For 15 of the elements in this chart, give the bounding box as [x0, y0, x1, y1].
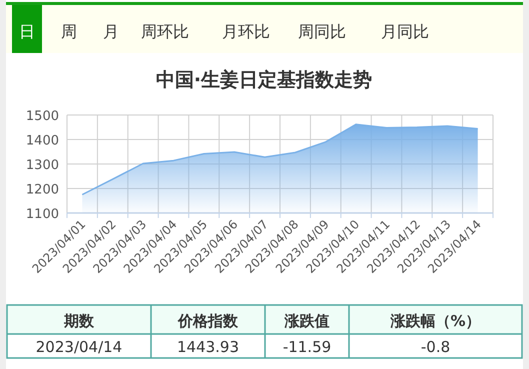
text: 价格指数 — [177, 312, 239, 330]
text: -11.59 — [282, 338, 332, 356]
text: 涨跌幅（%） — [389, 312, 481, 330]
text: -0.8 — [420, 338, 450, 356]
text: 涨跌值 — [284, 312, 330, 330]
y-tick-label: 1300 — [26, 158, 59, 173]
y-tick-label: 1500 — [26, 109, 59, 124]
y-tick-label: 1400 — [26, 134, 59, 148]
chart-title: 中国·生姜日定基指数走势 — [156, 69, 372, 91]
text: 期数 — [63, 312, 95, 330]
y-tick-label: 1100 — [26, 207, 59, 222]
text: 2023/04/14 — [36, 338, 122, 356]
tabs: 日 周 月 周环比 月环比 周同比 月同比 — [12, 5, 429, 53]
y-tick-label: 1200 — [26, 182, 59, 198]
text: 1443.93 — [176, 338, 240, 356]
